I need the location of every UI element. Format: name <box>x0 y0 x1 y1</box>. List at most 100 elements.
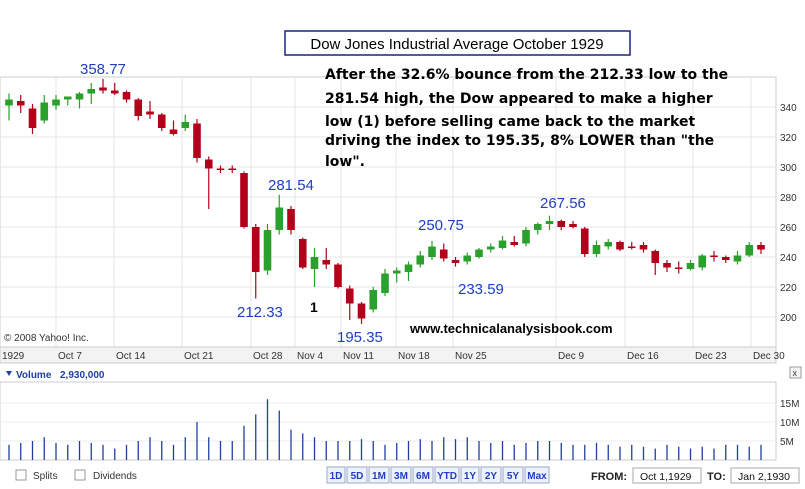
from-date-input[interactable] <box>632 467 702 484</box>
candle <box>710 251 718 262</box>
range-button-label: Max <box>527 471 547 482</box>
price-plot-area <box>0 76 777 348</box>
commentary-line-4: driving the index to 195.35, 8% LOWER th… <box>325 133 714 149</box>
candle <box>463 252 472 265</box>
candle-body <box>263 230 272 271</box>
candle-body <box>275 207 284 230</box>
annotation-bounce-high: 281.54 <box>268 177 314 194</box>
range-button-3m[interactable]: 3M <box>390 466 412 484</box>
splits-label: Splits <box>33 471 57 482</box>
candle <box>5 93 13 121</box>
range-button-1d[interactable]: 1D <box>326 466 346 484</box>
range-button-5d[interactable]: 5D <box>346 466 368 484</box>
candle-body <box>757 245 765 250</box>
range-button-1m[interactable]: 1M <box>368 466 390 484</box>
from-date-value: Oct 1,1929 <box>640 471 692 483</box>
date-tick-label: Oct 28 <box>253 351 283 362</box>
candle <box>733 251 742 265</box>
candle <box>392 267 401 283</box>
range-button-bg <box>346 466 368 484</box>
candle <box>287 206 295 235</box>
candle <box>475 248 483 259</box>
candle-body <box>345 288 354 304</box>
candle-body <box>686 263 695 269</box>
range-button-ytd[interactable]: YTD <box>434 466 460 484</box>
candle-body <box>146 111 154 115</box>
candle <box>510 236 519 247</box>
candle <box>651 249 660 275</box>
price-axis: 200 220 240 260 280 300 320 340 <box>780 103 797 324</box>
volume-label: Volume <box>16 370 52 381</box>
candle <box>75 92 84 109</box>
price-tick-label: 320 <box>780 133 797 144</box>
candle <box>381 269 389 296</box>
candle-body <box>721 257 730 260</box>
candle-body <box>439 249 448 259</box>
candle-body <box>486 246 495 250</box>
volume-value: 2,930,000 <box>60 370 105 381</box>
date-axis: 1929 Oct 7 Oct 14 Oct 21 Oct 28 Nov 4 Nov 11 No… <box>2 351 785 362</box>
candle-body <box>416 255 425 265</box>
to-label: TO: <box>707 471 726 483</box>
date-tick-label: Oct 7 <box>58 351 82 362</box>
candle <box>616 240 624 251</box>
commentary-line-1: After the 32.6% bounce from the 212.33 l… <box>325 67 728 83</box>
annotation-peak: 358.77 <box>80 61 126 78</box>
candle-body <box>451 260 460 263</box>
website-label: www.technicalanalysisbook.com <box>409 321 613 336</box>
candle <box>204 156 213 209</box>
candle <box>157 113 166 131</box>
range-button-6m[interactable]: 6M <box>412 466 434 484</box>
candle-body <box>557 221 566 227</box>
price-tick-label: 240 <box>780 253 797 264</box>
candle-body <box>110 90 119 94</box>
candle <box>28 104 37 134</box>
volume-series <box>8 399 762 460</box>
range-button-bg <box>480 466 502 484</box>
range-button-1y[interactable]: 1Y <box>460 466 480 484</box>
range-button-max[interactable]: Max <box>524 466 550 484</box>
candle <box>698 254 707 271</box>
candle <box>627 242 636 250</box>
candle <box>486 243 495 253</box>
chart-title: Dow Jones Industrial Average October 192… <box>310 36 603 53</box>
annotation-high-267: 267.56 <box>540 195 586 212</box>
candle-body <box>651 251 660 263</box>
candle-body <box>580 228 589 254</box>
volume-close-button[interactable] <box>789 366 802 379</box>
candlestick-series <box>5 78 765 324</box>
candle-body <box>75 93 84 100</box>
volume-header-bg <box>0 367 805 382</box>
vertical-gridlines <box>55 77 752 347</box>
date-tick-label: Nov 18 <box>398 351 430 362</box>
candle-body <box>604 242 613 247</box>
candle <box>87 83 96 104</box>
candle <box>16 95 25 113</box>
range-button-bg <box>368 466 390 484</box>
dividends-checkbox[interactable] <box>74 469 86 481</box>
candle <box>428 240 436 260</box>
candle <box>40 95 49 124</box>
candle <box>663 260 671 272</box>
candle <box>498 236 507 250</box>
candle-body <box>369 290 378 310</box>
candle-body <box>463 255 472 262</box>
candle <box>63 96 72 106</box>
to-date-input[interactable] <box>730 467 800 484</box>
date-tick-label: Oct 21 <box>184 351 214 362</box>
range-button-5y[interactable]: 5Y <box>502 466 524 484</box>
candle-body <box>204 159 213 169</box>
candle <box>169 120 178 136</box>
candle <box>228 165 237 173</box>
range-button-label: 5D <box>351 471 364 482</box>
candle-body <box>357 303 366 319</box>
candle <box>745 242 754 257</box>
candle <box>216 165 225 173</box>
range-button-2y[interactable]: 2Y <box>480 466 502 484</box>
candle-body <box>663 263 671 268</box>
candle <box>146 101 154 119</box>
candle <box>522 227 530 247</box>
collapse-triangle-icon[interactable] <box>6 371 12 376</box>
splits-checkbox[interactable] <box>15 469 27 481</box>
